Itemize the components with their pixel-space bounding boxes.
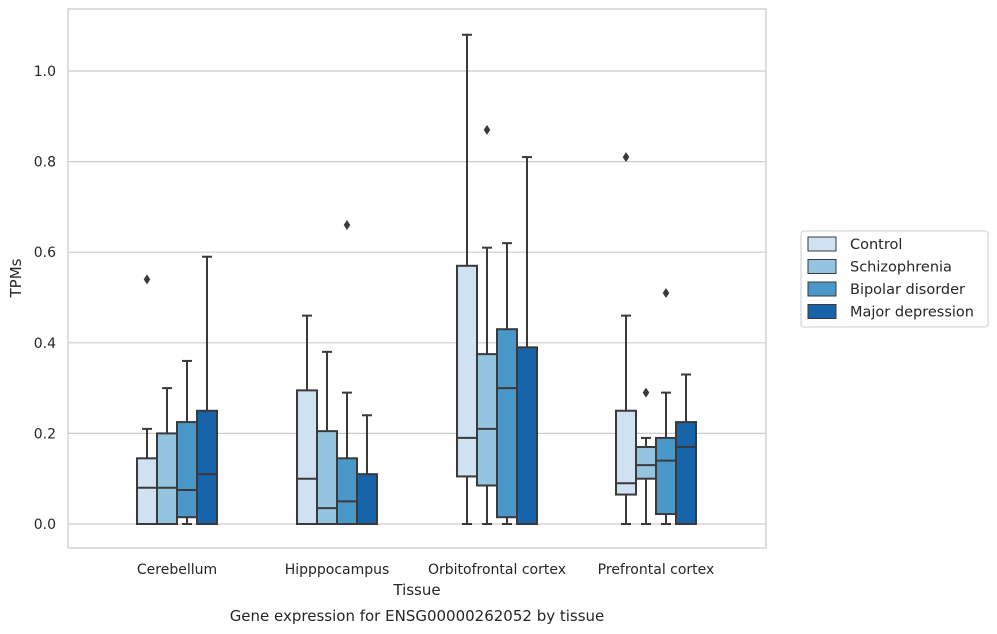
legend-swatch	[807, 259, 837, 274]
box-iqr	[456, 264, 478, 478]
x-tick-label: Orbitofrontal cortex	[428, 562, 566, 578]
y-tick-label: 0.0	[34, 517, 56, 533]
y-tick-labels: 0.0 0.2 0.4 0.6 0.8 1.0	[34, 64, 56, 533]
box-bipolar-disorder	[176, 359, 198, 525]
box-control	[296, 314, 318, 525]
box-iqr	[296, 389, 318, 525]
legend-swatch	[807, 281, 837, 297]
box-major-depression	[516, 156, 538, 525]
chart-caption: Gene expression for ENSG00000262052 by t…	[230, 607, 605, 625]
box-major-depression	[196, 255, 218, 525]
box-iqr	[156, 432, 178, 525]
y-tick-label: 0.6	[34, 245, 56, 261]
box-control	[136, 274, 158, 525]
box-major-depression	[675, 373, 697, 526]
legend-label: Control	[850, 237, 902, 253]
legend-swatch	[807, 304, 837, 319]
legend-swatch	[807, 236, 837, 252]
box-schizophrenia	[316, 350, 338, 526]
box-iqr	[496, 328, 518, 519]
box-iqr	[635, 445, 657, 480]
box-iqr	[476, 353, 498, 487]
box-control	[615, 152, 637, 525]
y-tick-label: 0.2	[34, 426, 56, 442]
box-major-depression	[356, 414, 378, 526]
outlier-point	[642, 387, 650, 398]
legend-label: Schizophrenia	[850, 260, 952, 276]
box-schizophrenia	[635, 387, 657, 525]
y-tick-label: 0.4	[34, 336, 56, 352]
box-iqr	[675, 421, 697, 526]
box-schizophrenia	[476, 124, 498, 525]
legend: Control Schizophrenia Bipolar disorder Majo…	[800, 230, 989, 328]
outlier-point	[343, 220, 351, 231]
y-axis-label: TPMs	[7, 258, 25, 298]
x-tick-label: Cerebellum	[137, 562, 217, 578]
x-tick-label: Prefrontal cortex	[598, 562, 715, 578]
box-control	[456, 33, 478, 525]
boxes	[136, 33, 697, 526]
x-tick-labels: Cerebellum Hipppocampus Orbitofrontal cort…	[137, 562, 714, 578]
box-iqr	[316, 430, 338, 526]
box-bipolar-disorder	[496, 242, 518, 525]
plot-area-frame	[67, 8, 767, 549]
outlier-point	[662, 287, 670, 298]
legend-label: Bipolar disorder	[850, 282, 965, 298]
box-bipolar-disorder	[655, 287, 677, 525]
y-tick-label: 1.0	[34, 64, 56, 80]
box-iqr	[136, 457, 158, 525]
x-axis-label: Tissue	[392, 581, 440, 599]
legend-frame	[800, 230, 989, 328]
outlier-point	[622, 152, 630, 163]
box-iqr	[615, 409, 637, 496]
legend-label: Major depression	[850, 305, 974, 321]
box-schizophrenia	[156, 387, 178, 525]
outlier-point	[483, 124, 491, 135]
box-bipolar-disorder	[336, 220, 358, 525]
box-iqr	[356, 473, 378, 526]
box-iqr	[176, 421, 198, 519]
box-iqr	[336, 457, 358, 525]
box-iqr	[655, 436, 677, 516]
y-tick-label: 0.8	[34, 155, 56, 171]
box-iqr	[196, 409, 218, 525]
box-iqr	[516, 346, 538, 525]
x-tick-label: Hipppocampus	[285, 562, 390, 578]
outlier-point	[143, 274, 151, 285]
